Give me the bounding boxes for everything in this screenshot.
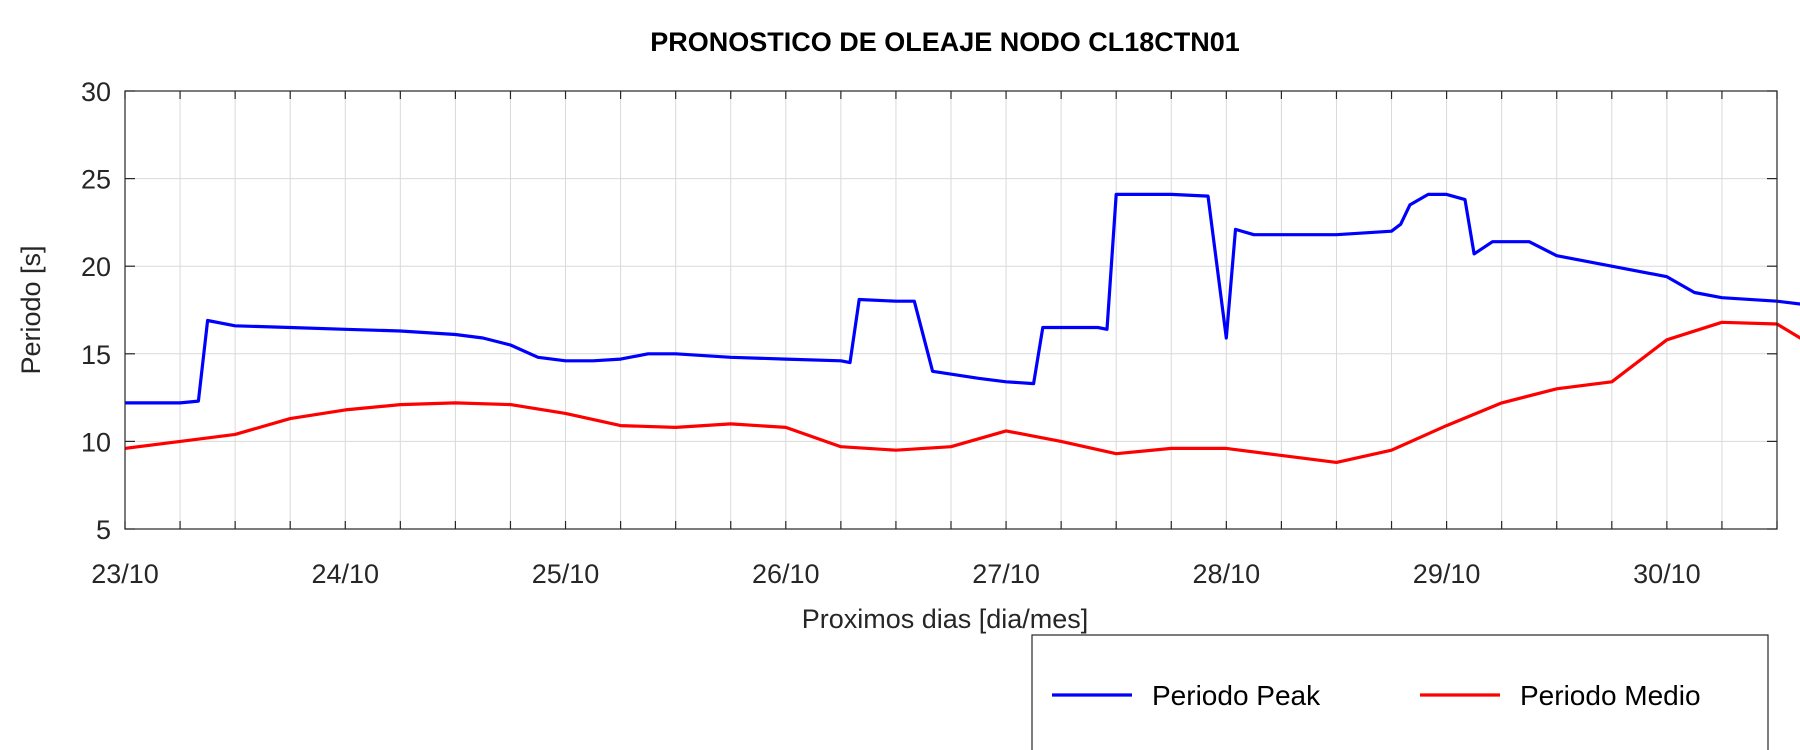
y-tick-label: 25 — [81, 165, 111, 195]
x-tick-label: 29/10 — [1413, 559, 1481, 589]
chart-title: PRONOSTICO DE OLEAJE NODO CL18CTN01 — [650, 27, 1240, 57]
y-tick-label: 15 — [81, 340, 111, 370]
x-tick-label: 28/10 — [1193, 559, 1261, 589]
grid — [124, 90, 1778, 530]
y-tick-label: 30 — [81, 77, 111, 107]
series-line-periodo-medio — [124, 320, 1800, 464]
axis-ticks — [124, 90, 1778, 530]
x-tick-label: 26/10 — [752, 559, 820, 589]
y-tick-label: 20 — [81, 252, 111, 282]
x-tick-label: 30/10 — [1633, 559, 1701, 589]
series-lines — [124, 192, 1800, 464]
series-line-periodo-peak — [125, 192, 1800, 405]
legend: Periodo Peak Periodo Medio — [1031, 634, 1769, 750]
y-axis-label: Periodo [s] — [16, 245, 46, 374]
x-axis-label: Proximos dias [dia/mes] — [802, 604, 1089, 634]
x-tick-label: 25/10 — [532, 559, 600, 589]
y-tick-label: 10 — [81, 427, 111, 457]
legend-label-periodo-peak: Periodo Peak — [1152, 680, 1321, 711]
x-tick-label: 27/10 — [972, 559, 1040, 589]
legend-box — [1031, 634, 1769, 750]
y-tick-label: 5 — [96, 515, 111, 545]
x-tick-label: 24/10 — [311, 559, 379, 589]
x-tick-label: 23/10 — [91, 559, 159, 589]
tick-labels: 5 10 15 20 25 30 23/10 24/10 25/10 26/10 27/10 28/1… — [81, 77, 1701, 589]
legend-label-periodo-medio: Periodo Medio — [1520, 680, 1701, 711]
